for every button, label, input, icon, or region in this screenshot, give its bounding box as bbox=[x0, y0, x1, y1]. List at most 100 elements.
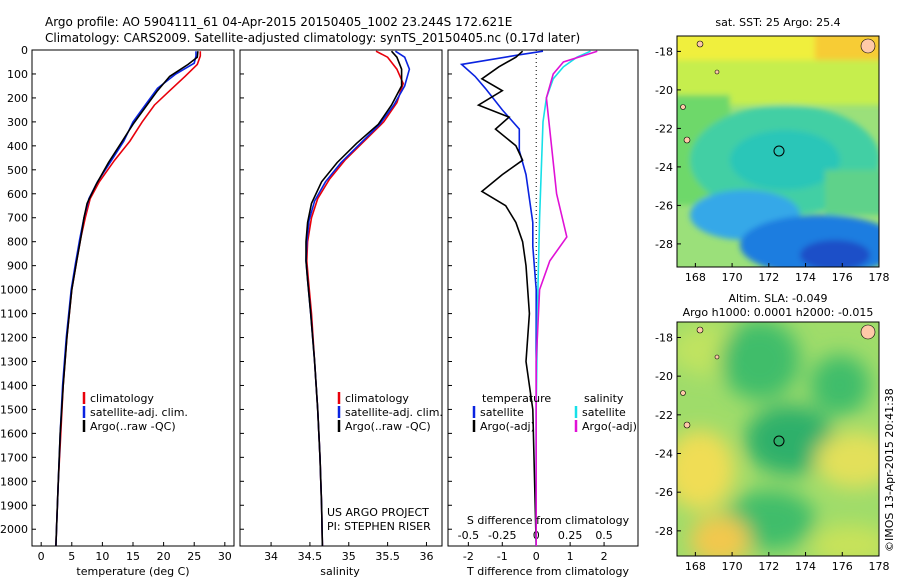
lon-tick-label: 170 bbox=[722, 271, 743, 284]
depth-tick-label: 200 bbox=[7, 92, 28, 105]
project-credit: US ARGO PROJECT bbox=[327, 506, 429, 519]
legend-argo: Argo(..raw -QC) bbox=[90, 420, 176, 433]
x-tick-label: 36 bbox=[419, 550, 433, 563]
lon-tick-label: 174 bbox=[795, 560, 816, 573]
island bbox=[714, 354, 720, 360]
legend-s-argo: Argo(-adj) bbox=[582, 420, 637, 433]
lat-tick-label: -24 bbox=[655, 448, 673, 461]
sst-map-frame bbox=[676, 35, 880, 268]
lat-tick-label: -26 bbox=[655, 199, 673, 212]
lat-tick-label: -24 bbox=[655, 161, 673, 174]
salinity-legend: climatology satellite-adj. clim. Argo(..… bbox=[337, 392, 443, 433]
s-tick-label: -0.25 bbox=[488, 529, 516, 542]
sla-map-axes: -18 -20 -22 -24 -26 -28 168 170 172 174 176 178 bbox=[655, 331, 889, 573]
series-salinity-argo-adj- bbox=[535, 50, 598, 546]
island bbox=[683, 421, 691, 429]
sst-map-axes: -18 -20 -22 -24 -26 -28 168 170 172 174 176 178 bbox=[655, 45, 889, 284]
island bbox=[696, 326, 704, 334]
lon-tick-label: 178 bbox=[869, 271, 890, 284]
temperature-legend: climatology satellite-adj. clim. Argo(..… bbox=[82, 392, 188, 433]
header-line1: Argo profile: AO 5904111_61 04-Apr-2015 … bbox=[45, 15, 512, 29]
depth-tick-label: 1600 bbox=[0, 427, 28, 440]
salinity-panel bbox=[239, 49, 443, 547]
depth-tick-label: 1700 bbox=[0, 451, 28, 464]
depth-tick-label: 1300 bbox=[0, 355, 28, 368]
landmass bbox=[860, 38, 876, 54]
sla-map-title1: Altim. SLA: -0.049 bbox=[728, 292, 827, 305]
depth-tick-label: 1400 bbox=[0, 379, 28, 392]
depth-tick-label: 1500 bbox=[0, 403, 28, 416]
series-argo-raw-qc- bbox=[55, 51, 199, 547]
sla-map-frame bbox=[676, 321, 880, 557]
sst-map bbox=[677, 36, 879, 267]
depth-tick-label: 1000 bbox=[0, 284, 28, 297]
temperature-xlabel: temperature (deg C) bbox=[76, 565, 189, 578]
lat-tick-label: -28 bbox=[655, 525, 673, 538]
lat-tick-label: -22 bbox=[655, 409, 673, 422]
island bbox=[683, 136, 691, 144]
legend-s-satellite: satellite bbox=[582, 406, 626, 419]
series-satellite-adj-clim- bbox=[305, 50, 411, 547]
legend-argo: Argo(..raw -QC) bbox=[345, 420, 431, 433]
depth-tick-label: 800 bbox=[7, 236, 28, 249]
x-tick-label: 10 bbox=[95, 550, 109, 563]
sst-map-title: sat. SST: 25 Argo: 25.4 bbox=[715, 16, 840, 29]
x-tick-label: -2 bbox=[463, 550, 474, 563]
x-tick-label: 5 bbox=[68, 550, 75, 563]
x-tick-label: 1 bbox=[567, 550, 574, 563]
x-tick-label: 15 bbox=[126, 550, 140, 563]
legend-salinity-head: salinity bbox=[584, 392, 624, 405]
series-climatology bbox=[55, 51, 202, 547]
depth-tick-label: 700 bbox=[7, 212, 28, 225]
lon-tick-label: 176 bbox=[832, 560, 853, 573]
x-tick-label: 20 bbox=[157, 550, 171, 563]
legend-climatology: climatology bbox=[90, 392, 154, 405]
difference-xlabel-top: S difference from climatology bbox=[467, 514, 630, 527]
depth-tick-label: 900 bbox=[7, 260, 28, 273]
legend-satellite: satellite-adj. clim. bbox=[345, 406, 443, 419]
lat-tick-label: -22 bbox=[655, 122, 673, 135]
x-tick-label: 0 bbox=[38, 550, 45, 563]
depth-tick-label: 1100 bbox=[0, 308, 28, 321]
island bbox=[680, 104, 686, 110]
lat-tick-label: -18 bbox=[655, 45, 673, 58]
lon-tick-label: 176 bbox=[832, 271, 853, 284]
salinity-plot: 34 34.5 35 35.5 36 bbox=[264, 50, 433, 563]
lon-tick-label: 170 bbox=[722, 560, 743, 573]
depth-tick-label: 500 bbox=[7, 164, 28, 177]
legend-temperature-head: temperature bbox=[482, 392, 551, 405]
imos-credit: ©IMOS 13-Apr-2015 20:41:38 bbox=[883, 388, 896, 552]
depth-tick-label: 1200 bbox=[0, 332, 28, 345]
lon-tick-label: 172 bbox=[758, 271, 779, 284]
s-tick-label: -0.5 bbox=[458, 529, 479, 542]
x-tick-label: -1 bbox=[497, 550, 508, 563]
lat-tick-label: -20 bbox=[655, 370, 673, 383]
x-tick-label: 35.5 bbox=[375, 550, 400, 563]
lat-tick-label: -20 bbox=[655, 84, 673, 97]
legend-satellite: satellite-adj. clim. bbox=[90, 406, 188, 419]
temperature-plot: 0 5 10 15 20 25 30 bbox=[38, 51, 232, 563]
s-tick-label: 0.25 bbox=[558, 529, 583, 542]
salinity-xlabel: salinity bbox=[320, 565, 360, 578]
legend-t-satellite: satellite bbox=[480, 406, 524, 419]
depth-tick-label: 100 bbox=[7, 68, 28, 81]
x-tick-label: 2 bbox=[601, 550, 608, 563]
island bbox=[714, 69, 720, 75]
x-tick-label: 25 bbox=[187, 550, 201, 563]
lon-tick-label: 174 bbox=[795, 271, 816, 284]
sla-map-title2: Argo h1000: 0.0001 h2000: -0.015 bbox=[683, 306, 874, 319]
island bbox=[696, 40, 704, 48]
lat-tick-label: -28 bbox=[655, 238, 673, 251]
series-temperature-satellite bbox=[459, 50, 544, 546]
depth-tick-label: 1800 bbox=[0, 475, 28, 488]
series-satellite-adj-clim- bbox=[55, 51, 197, 547]
lon-tick-label: 172 bbox=[758, 560, 779, 573]
lon-tick-label: 178 bbox=[869, 560, 890, 573]
depth-tick-label: 400 bbox=[7, 140, 28, 153]
lat-tick-label: -18 bbox=[655, 331, 673, 344]
sla-map bbox=[677, 322, 879, 556]
depth-tick-label: 300 bbox=[7, 116, 28, 129]
landmass bbox=[860, 324, 876, 340]
x-tick-label: 0 bbox=[533, 550, 540, 563]
